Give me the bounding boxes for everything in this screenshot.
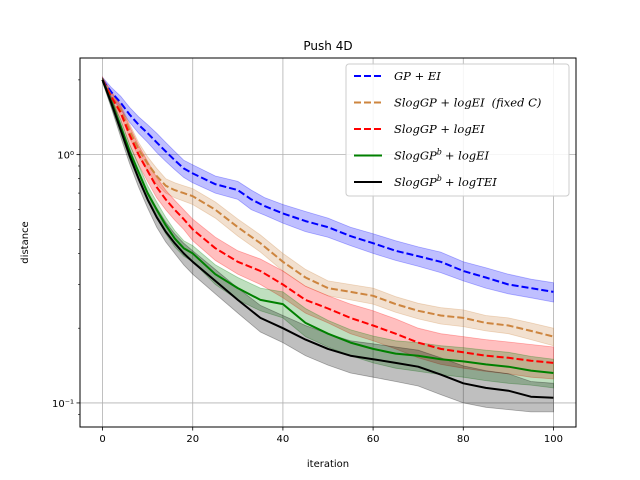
legend-label-sloggp-logei: SlogGP + logEI [394, 122, 485, 136]
y-axis-title: distance [20, 221, 31, 263]
legend-main-sloggp-logei: SlogGP + logEI [394, 122, 485, 136]
legend-label-gp-ei: GP + EI [394, 69, 441, 83]
chart-title: Push 4D [303, 39, 352, 53]
legend-box [345, 63, 570, 197]
legend-main-gp-ei: GP + EI [394, 69, 441, 83]
series-lines [101, 79, 554, 399]
line-gp-ei [101, 79, 554, 293]
plot-frame [79, 57, 577, 428]
line-sloggp-b-logtei [101, 79, 554, 399]
legend-label-sloggp-b-logtei: SlogGPb + logTEI [394, 174, 497, 189]
x-axis-title: iteration [307, 459, 349, 470]
line-sloggp-logei [101, 79, 554, 364]
y-axis-ticks: 10⁰ 10⁻¹ [52, 79, 80, 415]
legend-main-sloggp-logei-fixed-c: SlogGP + logEI [394, 96, 485, 110]
legend-main-sloggp-b-logei: SlogGP [394, 149, 437, 163]
legend-rest-sloggp-b-logei: + logEI [445, 149, 490, 163]
x-tick-label: 40 [277, 434, 290, 445]
band-sloggp-b-logtei [102, 77, 554, 413]
y-tick-label: 10⁰ [57, 151, 74, 162]
x-tick-label: 60 [367, 434, 380, 445]
band-sloggp-logei-fixed-c [102, 76, 554, 347]
legend-sup-sloggp-b-logtei: b [437, 174, 442, 183]
x-tick-label: 20 [186, 434, 199, 445]
legend-sup-sloggp-b-logei: b [437, 148, 442, 157]
legend-rest-sloggp-b-logtei: + logTEI [445, 175, 497, 189]
x-tick-label: 100 [544, 434, 563, 445]
x-axis-ticks: 0 20 40 60 80 100 [99, 427, 563, 445]
x-tick-label: 80 [457, 434, 470, 445]
line-sloggp-logei-fixed-c [101, 79, 554, 338]
line-sloggp-b-logei [101, 79, 554, 374]
legend-main-sloggp-b-logtei: SlogGP [394, 175, 437, 189]
legend-label-sloggp-logei-fixed-c: SlogGP + logEI (fixed C) [394, 96, 541, 110]
x-tick-label: 0 [99, 434, 105, 445]
legend-label-sloggp-b-logei: SlogGPb + logEI [394, 148, 490, 163]
y-tick-label: 10⁻¹ [52, 399, 74, 410]
band-gp-ei [102, 76, 554, 303]
legend-rest-sloggp-logei-fixed-c: (fixed C) [492, 96, 542, 110]
